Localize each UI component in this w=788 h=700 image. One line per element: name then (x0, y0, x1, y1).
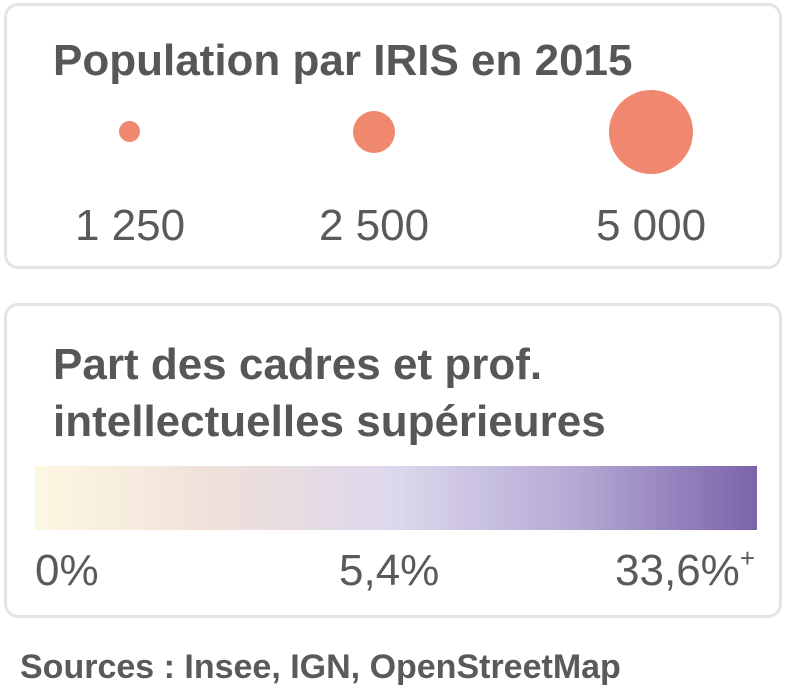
population-legend-title: Population par IRIS en 2015 (53, 36, 633, 85)
population-size-label: 1 250 (74, 201, 186, 250)
ramp-min-label: 0% (35, 546, 99, 595)
cadres-legend-title-line-2: intellectuelles supérieures (53, 397, 606, 446)
ramp-max-suffix: + (739, 543, 755, 573)
ramp-mid-label: 5,4% (339, 546, 440, 595)
color-ramp (35, 466, 757, 530)
cadres-legend-title-line-1: Part des cadres et prof. (53, 340, 543, 389)
cadres-legend-panel: Part des cadres et prof. intellectuelles… (4, 303, 782, 618)
population-size-label: 2 500 (318, 201, 430, 250)
population-bubble-medium (353, 111, 395, 153)
population-bubble-large (609, 90, 693, 174)
ramp-max-label: 33,6%+ (615, 544, 755, 598)
population-bubble-small (119, 121, 140, 142)
ramp-max-value: 33,6% (615, 546, 740, 595)
sources-credit: Sources : Insee, IGN, OpenStreetMap (20, 648, 621, 686)
population-legend-panel: Population par IRIS en 2015 1 250 2 500 … (4, 3, 782, 269)
population-size-label: 5 000 (595, 201, 707, 250)
